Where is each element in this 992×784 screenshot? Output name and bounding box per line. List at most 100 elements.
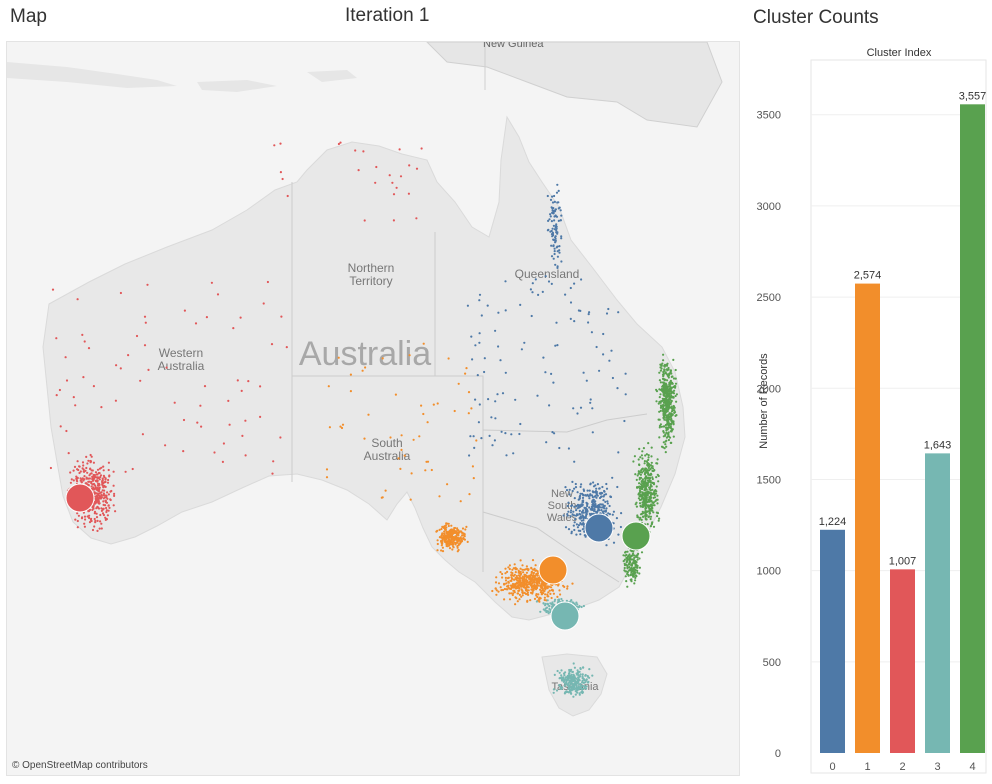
map-point [576, 491, 579, 494]
map-point [638, 482, 641, 485]
map-point [375, 165, 378, 169]
map-point [440, 544, 443, 547]
map-point [662, 397, 665, 401]
bar-cluster-4[interactable] [960, 104, 985, 753]
map-point [70, 478, 73, 481]
map-point [464, 372, 467, 375]
map-point [199, 404, 202, 407]
map-point [573, 514, 576, 517]
map-point [662, 375, 665, 378]
map-point [447, 537, 450, 540]
map-point [557, 598, 561, 601]
map-panel[interactable]: New Guinea Northern Territory Queensland… [6, 41, 740, 776]
map-point [339, 141, 342, 144]
map-attribution[interactable]: © OpenStreetMap contributors [12, 760, 148, 771]
map-point [665, 396, 669, 399]
map-point [558, 446, 561, 450]
map-point [456, 527, 459, 530]
map-point [349, 373, 352, 376]
map-point [497, 590, 500, 593]
map-point [262, 302, 265, 305]
map-point [521, 568, 524, 571]
map-point [504, 576, 507, 580]
map-point [103, 489, 106, 492]
map-point [205, 316, 208, 319]
map-point [389, 436, 392, 439]
map-point [551, 209, 554, 212]
map-point [108, 474, 111, 477]
map-point [78, 465, 81, 468]
map-point [596, 483, 600, 486]
map-point [266, 280, 269, 284]
map-point [514, 398, 517, 401]
map-point [581, 528, 584, 531]
map-point [631, 552, 635, 555]
map-point [412, 438, 415, 441]
map-point [521, 575, 525, 578]
map-point [495, 576, 498, 579]
map-point [511, 593, 514, 597]
map-point [552, 257, 555, 260]
map-point [591, 490, 594, 493]
map-point [643, 460, 647, 463]
map-point [506, 570, 509, 574]
map-point [562, 514, 565, 517]
map-point [663, 447, 666, 450]
map-point [650, 461, 653, 464]
bar-cluster-3[interactable] [925, 453, 950, 753]
map-point [444, 528, 447, 531]
map-point [626, 572, 629, 576]
map-point [76, 468, 79, 471]
island-shape [197, 80, 277, 92]
bar-cluster-0[interactable] [820, 529, 845, 753]
map-point [625, 561, 628, 564]
map-point [523, 591, 526, 595]
map-point [585, 512, 588, 516]
map-point [581, 514, 584, 517]
map-point [491, 444, 494, 447]
centroid-cluster-4[interactable] [621, 521, 651, 551]
map-point [478, 299, 481, 302]
map-point [493, 439, 496, 442]
map-point [607, 307, 610, 311]
map-point [514, 596, 517, 599]
map-point [574, 687, 578, 691]
map-point [440, 527, 443, 531]
map-point [354, 149, 357, 152]
map-point [643, 498, 647, 501]
map-point [474, 398, 477, 401]
centroid-cluster-3[interactable] [550, 601, 580, 631]
map-point [625, 553, 628, 556]
map-point [514, 566, 517, 569]
centroid-cluster-0[interactable] [584, 513, 614, 543]
map-point [486, 304, 489, 307]
map-point [591, 496, 595, 499]
map-point [504, 309, 507, 312]
map-point [649, 472, 653, 475]
bar-cluster-1[interactable] [855, 283, 880, 753]
centroid-cluster-1[interactable] [538, 555, 568, 585]
map-point [648, 500, 651, 503]
map-point [639, 490, 642, 493]
map-point [271, 472, 274, 475]
map-point [508, 567, 511, 571]
map-point [626, 566, 629, 569]
map-point [64, 356, 67, 359]
map-point [441, 541, 444, 544]
map-point [560, 597, 563, 601]
bar-cluster-2[interactable] [890, 569, 915, 753]
map-point [384, 489, 387, 492]
map-point [655, 498, 658, 501]
map-point [495, 589, 498, 592]
map-point [452, 545, 455, 548]
map-point [670, 419, 673, 422]
map-point [280, 315, 283, 318]
map-point [408, 354, 411, 357]
map-canvas[interactable]: New Guinea Northern Territory Queensland… [7, 42, 739, 775]
map-point [623, 419, 626, 423]
map-point [105, 510, 108, 514]
map-point [100, 406, 103, 409]
centroid-cluster-2[interactable] [65, 483, 95, 513]
map-point [536, 595, 539, 599]
map-point [632, 460, 635, 463]
